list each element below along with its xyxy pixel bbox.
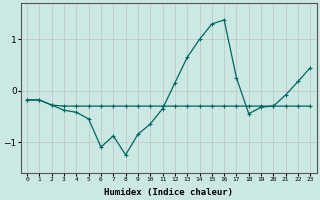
X-axis label: Humidex (Indice chaleur): Humidex (Indice chaleur) xyxy=(104,188,233,197)
